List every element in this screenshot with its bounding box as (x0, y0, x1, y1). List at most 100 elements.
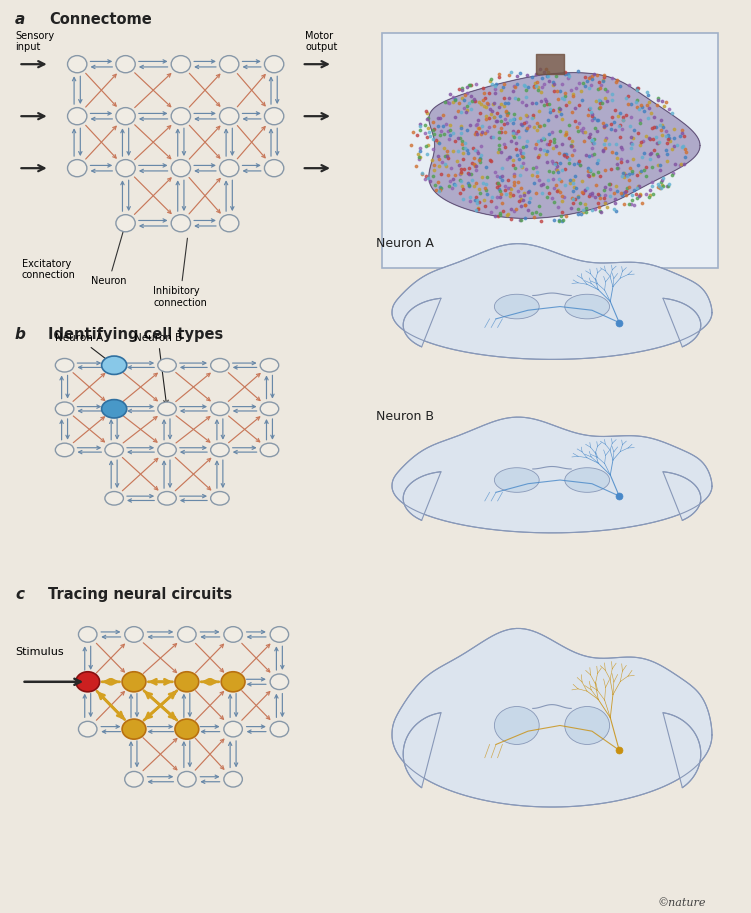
Point (531, 169, 543, 184)
Point (466, 173, 478, 187)
Circle shape (270, 721, 288, 737)
Point (633, 189, 645, 204)
Point (554, 124, 566, 139)
Point (433, 159, 445, 173)
Point (471, 127, 483, 142)
Point (544, 127, 556, 142)
Point (448, 176, 460, 191)
Point (541, 147, 553, 162)
Polygon shape (429, 73, 700, 218)
Point (535, 85, 547, 100)
Point (520, 139, 532, 153)
Point (679, 142, 691, 156)
Ellipse shape (565, 467, 610, 492)
Point (563, 131, 575, 145)
Text: Neuron A: Neuron A (55, 333, 111, 362)
Point (597, 74, 609, 89)
Point (614, 79, 626, 94)
Point (677, 140, 689, 154)
Point (591, 112, 603, 127)
Point (470, 125, 482, 140)
Point (629, 186, 641, 201)
Point (449, 91, 461, 106)
Point (532, 149, 544, 163)
Point (474, 152, 486, 166)
Point (497, 77, 509, 91)
Point (451, 154, 463, 169)
Point (430, 132, 442, 147)
Polygon shape (403, 299, 441, 347)
Point (628, 122, 640, 137)
Point (495, 125, 507, 140)
Point (547, 195, 559, 210)
Point (564, 175, 576, 190)
Point (494, 190, 506, 205)
Point (441, 94, 453, 109)
Point (515, 145, 527, 160)
Point (430, 183, 442, 197)
Point (605, 117, 617, 131)
Point (599, 142, 611, 156)
Point (433, 119, 445, 133)
Point (534, 119, 546, 133)
Point (593, 113, 605, 128)
Point (626, 131, 638, 145)
Point (631, 82, 643, 97)
Point (590, 202, 602, 216)
Point (541, 97, 553, 111)
Point (643, 190, 655, 205)
Point (520, 115, 532, 130)
Point (603, 177, 615, 192)
Point (521, 68, 533, 82)
Point (531, 115, 543, 130)
Point (463, 190, 475, 205)
Point (647, 120, 659, 134)
Point (433, 136, 445, 151)
Point (411, 128, 423, 142)
Polygon shape (403, 472, 441, 520)
Point (579, 69, 591, 84)
Point (589, 121, 601, 135)
Point (454, 186, 466, 201)
Point (513, 194, 525, 208)
Point (572, 124, 584, 139)
Point (474, 154, 486, 169)
Point (578, 203, 590, 217)
Point (623, 166, 635, 181)
Point (556, 214, 568, 228)
Point (468, 91, 480, 106)
Point (534, 62, 546, 77)
FancyBboxPatch shape (382, 33, 718, 268)
Point (653, 158, 665, 173)
Point (634, 187, 646, 202)
Point (444, 128, 456, 142)
Point (566, 191, 578, 205)
Text: Identifying cell types: Identifying cell types (48, 327, 223, 341)
Point (530, 122, 542, 137)
Point (538, 92, 550, 107)
Point (421, 106, 433, 121)
Point (631, 168, 643, 183)
Point (562, 67, 574, 81)
Point (469, 142, 481, 157)
Point (463, 166, 475, 181)
Point (621, 169, 633, 184)
Point (442, 167, 454, 182)
Point (421, 110, 433, 125)
Point (511, 174, 523, 189)
Point (505, 134, 517, 149)
Point (474, 151, 486, 165)
Point (523, 194, 535, 209)
Point (550, 139, 562, 153)
Point (632, 191, 644, 205)
Point (644, 94, 656, 109)
Point (556, 107, 568, 121)
Point (575, 158, 587, 173)
Point (421, 171, 433, 185)
Point (626, 165, 638, 180)
Point (593, 188, 605, 203)
Point (583, 130, 595, 144)
Point (433, 134, 445, 149)
Point (662, 179, 674, 194)
Point (449, 133, 461, 148)
